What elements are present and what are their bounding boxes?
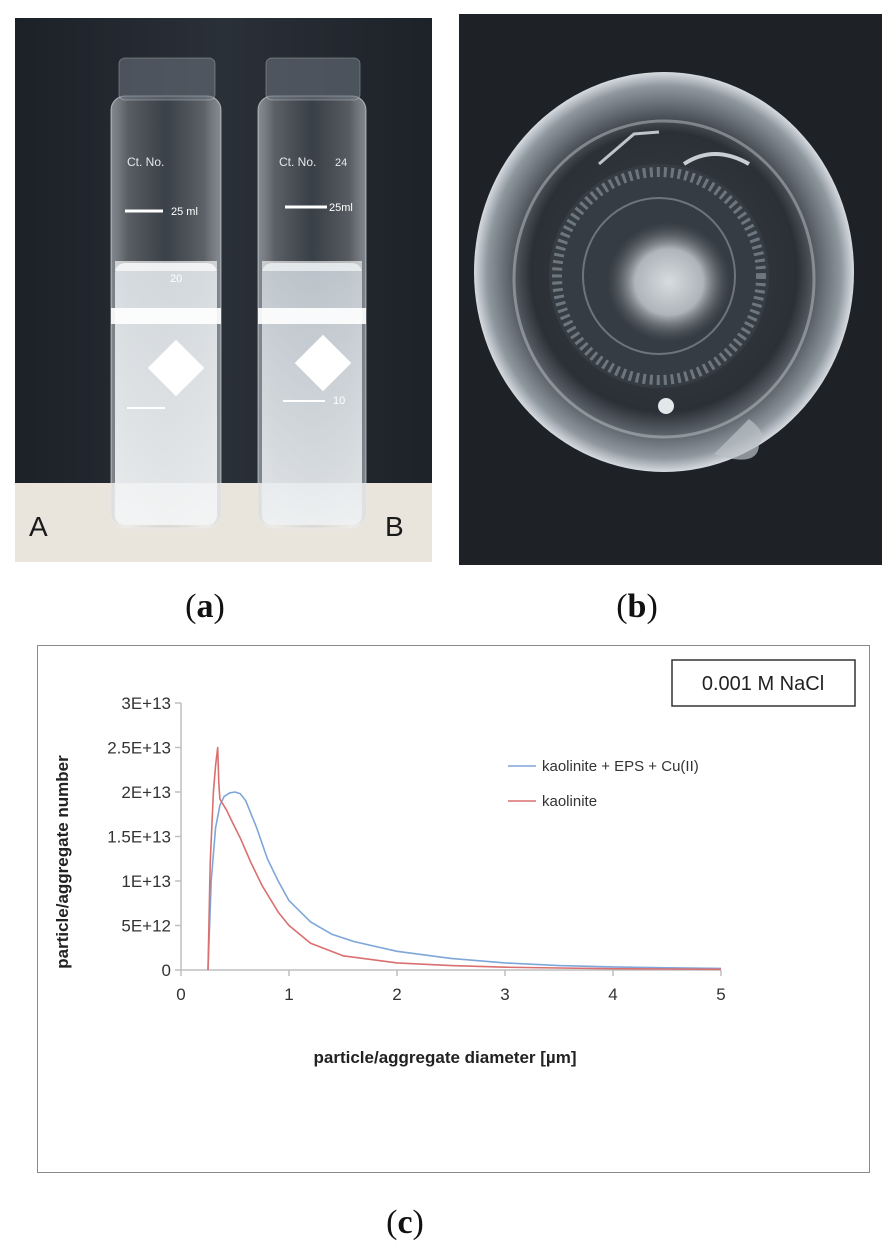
y-tick-label: 5E+12 [121,917,171,936]
x-tick-label: 2 [392,985,401,1004]
annotation-box [671,659,856,707]
caption-c-letter: c [397,1204,413,1241]
chart-axes: 0 5E+12 1E+13 1.5E+13 2E+13 2.5E+13 3E+13 0 1 2 3 4… [107,694,726,1004]
beaker-illustration [459,14,882,565]
series-line-kaolinite-eps-cu [207,791,722,971]
x-tick-label: 0 [176,985,185,1004]
right-vial-mark-25: 25ml [329,202,353,214]
y-tick-label: 1E+13 [121,872,171,891]
photo-vials: 25 ml 20 Ct. No. 25ml 10 24 Ct. No. A B [15,18,432,562]
x-tick-label: 3 [500,985,509,1004]
x-tick-label: 5 [716,985,725,1004]
x-tick-label: 1 [284,985,293,1004]
left-vial-mark-25: 25 ml [171,206,198,218]
y-tick-label: 2.5E+13 [107,739,171,758]
x-axis-label: particle/aggregate diameter [µm] [314,1048,577,1067]
left-vial-mark-ct: Ct. No. [127,155,164,169]
y-tick-label: 0 [162,961,171,980]
legend-label: kaolinite + EPS + Cu(II) [542,758,699,775]
caption-b-letter: b [627,588,647,625]
y-tick-label: 1.5E+13 [107,828,171,847]
right-vial-mark-10: 10 [333,395,345,407]
caption-a-letter: a [196,588,214,625]
caption-c: (c) [386,1204,424,1241]
chart-frame: 0 5E+12 1E+13 1.5E+13 2E+13 2.5E+13 3E+13 0 1 2 3 4… [37,645,870,1173]
right-vial-mark-24: 24 [335,157,347,169]
left-vial-mark-20: 20 [170,273,182,285]
y-tick-label: 3E+13 [121,694,171,713]
vial-label-b: B [385,511,404,542]
y-tick-label: 2E+13 [121,783,171,802]
legend-label: kaolinite [542,793,597,810]
caption-a: (a) [185,588,225,625]
annotation-text: 0.001 M NaCl [702,673,824,695]
x-tick-label: 4 [608,985,617,1004]
vial-label-a: A [29,511,48,542]
series-line-kaolinite [207,746,722,971]
chart-legend: kaolinite + EPS + Cu(II) kaolinite [508,758,699,810]
right-vial-mark-ct: Ct. No. [279,155,316,169]
caption-b: (b) [616,588,658,625]
chart-series [207,746,722,971]
size-distribution-chart: 0 5E+12 1E+13 1.5E+13 2E+13 2.5E+13 3E+13 0 1 2 3 4… [53,659,856,1067]
vials-illustration: 25 ml 20 Ct. No. 25ml 10 24 Ct. No. A B [15,18,432,562]
y-axis-label: particle/aggregate number [53,755,72,969]
photo-beaker [459,14,882,565]
